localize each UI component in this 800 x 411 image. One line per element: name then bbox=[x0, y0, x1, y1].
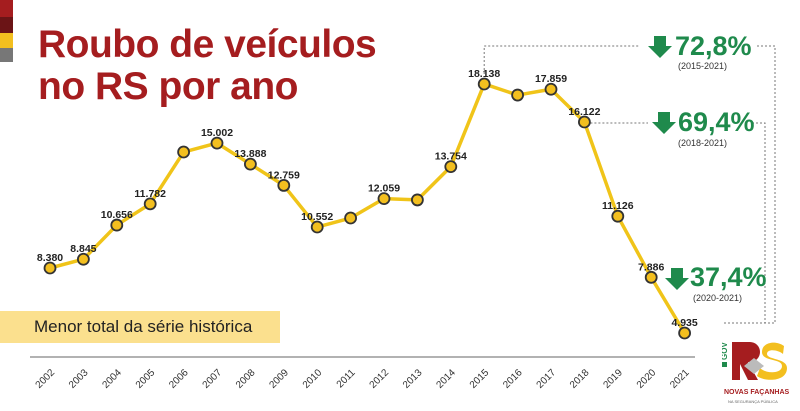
x-tick-label-2006: 2006 bbox=[167, 367, 191, 391]
page-title: Roubo de veículos no RS por ano bbox=[38, 23, 377, 108]
color-strip-gray bbox=[0, 48, 13, 62]
data-label-2015: 18.138 bbox=[468, 68, 500, 80]
data-label-2018: 16.122 bbox=[568, 106, 600, 118]
data-point-2009 bbox=[277, 179, 291, 192]
data-label-2008: 13.888 bbox=[234, 148, 266, 160]
data-label-2014: 13.754 bbox=[435, 151, 467, 163]
x-tick-label-2018: 2018 bbox=[568, 367, 592, 391]
data-point-2021 bbox=[678, 326, 691, 340]
data-label-2002: 8.380 bbox=[37, 252, 63, 264]
color-strip-red bbox=[0, 0, 13, 17]
arrow-down-icon bbox=[665, 268, 689, 290]
data-point-2013 bbox=[410, 193, 424, 207]
color-strip-yellow bbox=[0, 33, 13, 48]
pct-2015-2021: 72,8% bbox=[675, 31, 752, 61]
data-label-2012: 12.059 bbox=[368, 183, 400, 195]
data-point-2004 bbox=[110, 218, 124, 232]
data-label-2005: 11.782 bbox=[134, 188, 166, 200]
data-label-2007: 15.002 bbox=[201, 127, 233, 139]
gov-rs-logo: GOV NOVAS FAÇANHAS NA SEGURANÇA PÚBLICA bbox=[720, 340, 792, 406]
data-label-2017: 17.859 bbox=[535, 73, 567, 85]
data-label-2019: 11.126 bbox=[602, 200, 634, 212]
data-label-2021: 4.935 bbox=[671, 317, 697, 329]
data-point-2005 bbox=[143, 197, 157, 211]
connector-2015-2021 bbox=[483, 45, 776, 324]
color-strip-darkred bbox=[0, 17, 13, 33]
data-point-2019 bbox=[611, 209, 625, 223]
data-point-2003 bbox=[77, 252, 90, 266]
x-tick-label-2010: 2010 bbox=[301, 367, 325, 391]
range-2020-2021: (2020-2021) bbox=[693, 293, 743, 303]
connector-2018-2021 bbox=[590, 122, 766, 323]
x-tick-label-2008: 2008 bbox=[234, 367, 258, 391]
data-point-2015 bbox=[477, 77, 491, 91]
data-label-2004: 10.656 bbox=[101, 209, 133, 221]
x-tick-label-2021: 2021 bbox=[668, 367, 692, 391]
x-tick-label-2019: 2019 bbox=[601, 367, 625, 391]
x-tick-label-2020: 2020 bbox=[635, 367, 659, 391]
data-point-2014 bbox=[444, 160, 458, 174]
data-point-2008 bbox=[243, 157, 257, 171]
data-point-2006 bbox=[177, 145, 191, 159]
data-point-2016 bbox=[511, 88, 524, 102]
data-label-2009: 12.759 bbox=[268, 169, 300, 181]
data-point-2012 bbox=[377, 192, 391, 206]
arrow-down-icon bbox=[652, 112, 676, 134]
x-tick-label-2015: 2015 bbox=[468, 367, 492, 391]
data-label-2010: 10.552 bbox=[301, 211, 333, 223]
data-point-2007 bbox=[210, 136, 224, 150]
title-line-1: Roubo de veículos bbox=[38, 23, 377, 66]
range-2018-2021: (2018-2021) bbox=[678, 138, 728, 148]
x-tick-label-2005: 2005 bbox=[134, 367, 158, 391]
data-point-2017 bbox=[544, 82, 558, 96]
x-tick-label-2013: 2013 bbox=[401, 367, 425, 391]
svg-text:NA SEGURANÇA PÚBLICA: NA SEGURANÇA PÚBLICA bbox=[728, 399, 778, 404]
x-tick-label-2016: 2016 bbox=[501, 367, 525, 391]
x-tick-label-2004: 2004 bbox=[100, 367, 124, 391]
data-point-2018 bbox=[578, 115, 591, 129]
data-point-2020 bbox=[644, 270, 658, 284]
x-tick-label-2012: 2012 bbox=[368, 367, 392, 391]
x-tick-label-2007: 2007 bbox=[201, 367, 225, 391]
range-2015-2021: (2015-2021) bbox=[678, 61, 728, 71]
pct-2020-2021: 37,4% bbox=[690, 262, 767, 292]
svg-text:NOVAS FAÇANHAS: NOVAS FAÇANHAS bbox=[724, 389, 790, 396]
data-point-2010 bbox=[310, 220, 324, 234]
data-point-2002 bbox=[43, 261, 57, 275]
x-tick-label-2009: 2009 bbox=[267, 367, 291, 391]
svg-text:GOV: GOV bbox=[722, 342, 729, 360]
x-tick-label-2002: 2002 bbox=[34, 367, 58, 391]
x-tick-label-2014: 2014 bbox=[434, 367, 458, 391]
title-line-2: no RS por ano bbox=[38, 65, 299, 108]
data-point-2011 bbox=[344, 211, 358, 225]
x-tick-label-2003: 2003 bbox=[67, 367, 91, 391]
arrow-down-icon bbox=[648, 36, 672, 58]
pct-2018-2021: 69,4% bbox=[678, 107, 755, 137]
data-label-2020: 7.886 bbox=[638, 261, 664, 273]
data-label-2003: 8.845 bbox=[70, 243, 96, 255]
min-total-note: Menor total da série histórica bbox=[0, 311, 280, 343]
x-tick-label-2011: 2011 bbox=[335, 367, 358, 390]
x-tick-label-2017: 2017 bbox=[535, 367, 559, 391]
series-line bbox=[49, 82, 687, 334]
